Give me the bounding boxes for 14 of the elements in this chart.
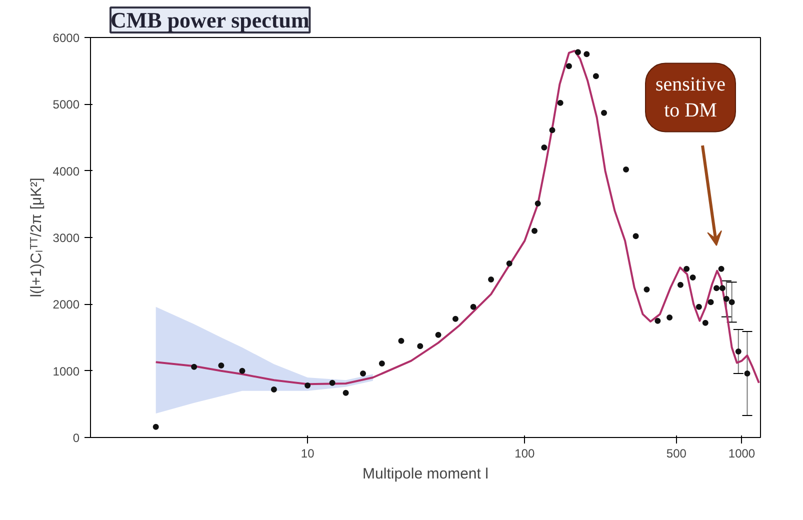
- x-tick-label: 100: [514, 446, 536, 460]
- annotation: sensitive to DM: [656, 73, 726, 122]
- x-axis-title: Multipole moment l: [362, 466, 488, 482]
- y-tick-label: 4000: [52, 164, 80, 178]
- x-tick-label: 500: [666, 446, 687, 460]
- x-tick-label: 10: [300, 446, 315, 460]
- y-tick-label: 2000: [52, 298, 80, 312]
- y-tick-label: 3000: [52, 231, 80, 245]
- y-tick-label: 0: [72, 431, 80, 445]
- y-tick-label: 6000: [52, 31, 80, 45]
- y-tick-label: 1000: [52, 364, 80, 378]
- y-tick-label: 5000: [52, 98, 80, 112]
- y-axis-title: l(l+1)Cₗᵀᵀ/2π [μK²]: [28, 178, 45, 298]
- x-tick-label: 1000: [728, 446, 756, 460]
